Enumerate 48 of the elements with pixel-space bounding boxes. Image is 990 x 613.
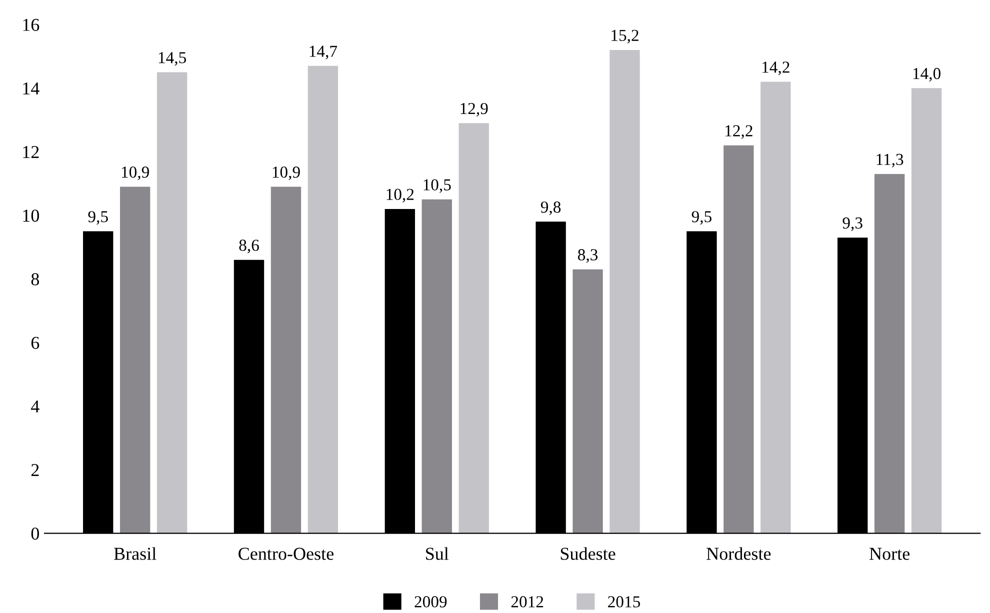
bar	[156, 72, 188, 534]
data-label: 10,9	[122, 166, 149, 180]
y-tick-label: 4	[31, 400, 40, 412]
x-tick-label: Sudeste	[560, 547, 616, 560]
legend-label: 2015	[608, 596, 640, 608]
bar	[422, 199, 452, 534]
y-tick-label: 0	[31, 528, 39, 540]
bar	[270, 186, 302, 534]
bar	[120, 186, 150, 534]
data-label: 9,5	[88, 211, 108, 225]
bar	[572, 269, 603, 534]
data-label: 10,9	[272, 166, 300, 180]
data-label: 10,5	[424, 179, 451, 193]
data-label: 12,9	[460, 102, 488, 117]
bar	[610, 50, 640, 534]
data-label: 8,3	[578, 249, 598, 263]
data-label: 14,0	[913, 68, 940, 82]
data-label: 9,8	[540, 201, 561, 216]
y-tick-label: 16	[23, 18, 40, 31]
x-tick-label: Centro-Oeste	[238, 548, 334, 560]
data-label: 10,2	[386, 188, 414, 202]
y-tick-label: 14	[23, 82, 40, 94]
x-tick-label: Sul	[426, 547, 449, 560]
y-tick-label: 6	[31, 336, 40, 349]
data-label: 9,5	[692, 211, 712, 225]
bar	[308, 66, 338, 534]
bar	[724, 145, 754, 534]
y-tick-label: 10	[23, 210, 39, 222]
data-label: 11,3	[876, 154, 904, 168]
data-label: 14,2	[762, 62, 790, 76]
bar	[458, 123, 489, 534]
x-tick-label: Norte	[870, 548, 910, 560]
data-label: 8,6	[239, 240, 259, 254]
data-label: 14,7	[310, 46, 338, 60]
data-label: 15,2	[612, 30, 638, 44]
y-tick-label: 2	[31, 464, 39, 476]
data-label: 9,3	[842, 217, 862, 232]
bar	[760, 82, 791, 534]
bar	[911, 88, 942, 534]
data-label: 14,5	[158, 52, 186, 66]
x-tick-label: Nordeste	[706, 547, 771, 560]
data-label: 12,2	[726, 125, 752, 139]
x-tick-label: Brasil	[114, 547, 156, 560]
y-tick-label: 8	[31, 273, 39, 286]
bar	[874, 174, 905, 534]
y-tick-label: 12	[23, 146, 39, 158]
legend-label: 2009	[414, 596, 447, 608]
legend-label: 2012	[511, 596, 544, 608]
